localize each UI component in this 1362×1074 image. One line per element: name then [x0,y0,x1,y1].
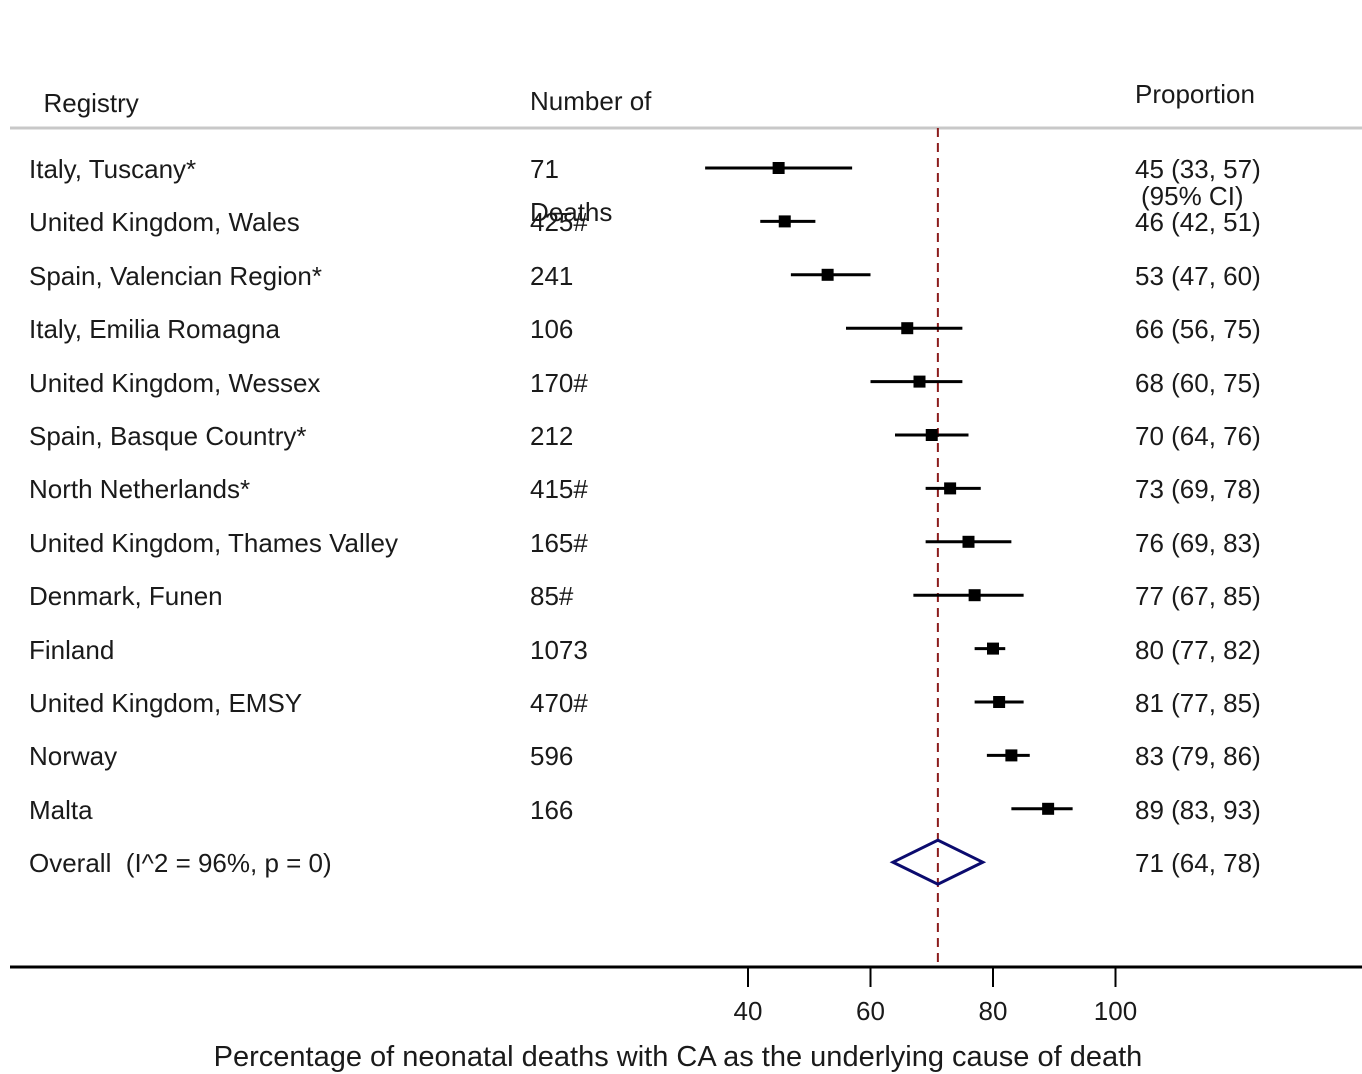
overall-ci-label: 71 (64, 78) [1135,848,1261,879]
row-registry-label: Denmark, Funen [29,581,223,612]
point-estimate-marker [778,215,791,228]
row-registry-label: United Kingdom, Wessex [29,367,321,398]
row-deaths-count: 212 [530,421,574,451]
row-ci-label: 66 (56, 75) [1135,314,1261,345]
row-deaths-count: 596 [530,741,574,772]
row-deaths-count: 166 [530,794,574,825]
overall-label: Overall (I^2 = 96%, p = 0) [29,848,332,879]
row-ci-label: 81 (77, 85) [1135,688,1261,718]
point-estimate-marker [925,429,938,441]
row-ci-label: 76 (69, 83) [1135,527,1261,558]
row-registry-label: United Kingdom, Wales [29,207,300,238]
row-ci-label: 89 (83, 93) [1135,794,1261,825]
x-tick-label: 40 [734,996,763,1026]
row-registry-label: North Netherlands* [29,474,251,505]
row-ci-label: 83 (79, 86) [1135,741,1261,772]
header-number-of-deaths: Number of Deaths [530,9,651,268]
point-estimate-marker [993,696,1006,708]
point-estimate-marker [987,642,999,655]
row-ci-label: 73 (69, 78) [1135,474,1261,505]
row-ci-label: 77 (67, 85) [1135,581,1261,612]
row-deaths-count: 415# [530,474,588,505]
row-deaths-count: 165# [530,527,588,558]
point-estimate-marker [913,375,926,388]
row-ci-label: 45 (33, 57) [1135,154,1261,184]
point-estimate-marker [962,535,975,548]
row-deaths-count: 170# [530,367,588,398]
row-deaths-count: 71 [530,154,559,184]
header-deaths-line2: Deaths [530,197,613,227]
point-estimate-marker [968,589,981,602]
row-deaths-count: 425# [530,207,588,238]
point-estimate-marker [821,268,834,281]
row-ci-label: 53 (47, 60) [1135,260,1261,291]
row-deaths-count: 1073 [530,634,588,665]
row-registry-label: United Kingdom, Thames Valley [29,527,399,558]
point-estimate-marker [772,162,785,174]
row-deaths-count: 470# [530,688,588,718]
x-tick-label: 80 [979,996,1008,1026]
overall-diamond [889,838,987,886]
point-estimate-marker [944,482,957,495]
point-estimate-marker [1042,802,1055,815]
x-tick-label: 60 [856,996,885,1026]
row-ci-label: 46 (42, 51) [1135,207,1261,238]
row-ci-label: 70 (64, 76) [1135,421,1261,451]
row-deaths-count: 106 [530,314,574,345]
row-deaths-count: 241 [530,260,574,291]
x-tick-label: 100 [1094,996,1137,1026]
header-proportion-ci: Proportion (95% CI) [1135,9,1255,247]
header-registry-label: Registry [43,88,139,118]
row-deaths-count: 85# [530,581,574,612]
header-ci-line1: Proportion [1135,79,1255,109]
row-registry-label: Italy, Emilia Romagna [29,314,280,345]
row-registry-label: Spain, Basque Country* [29,421,307,451]
row-registry-label: Norway [29,741,118,772]
row-registry-label: Italy, Tuscany* [29,154,197,184]
header-ci-line2: (95% CI) [1141,181,1244,211]
row-registry-label: Finland [29,634,115,665]
point-estimate-marker [901,322,914,335]
point-estimate-marker [1005,749,1018,762]
x-axis-title: Percentage of neonatal deaths with CA as… [213,1041,1143,1073]
header-registry: Registry [29,48,139,122]
row-registry-label: Malta [29,794,93,825]
header-deaths-line1: Number of [530,86,652,116]
row-ci-label: 68 (60, 75) [1135,367,1261,398]
row-registry-label: Spain, Valencian Region* [29,260,322,291]
row-ci-label: 80 (77, 82) [1135,634,1261,665]
row-registry-label: United Kingdom, EMSY [29,688,303,718]
